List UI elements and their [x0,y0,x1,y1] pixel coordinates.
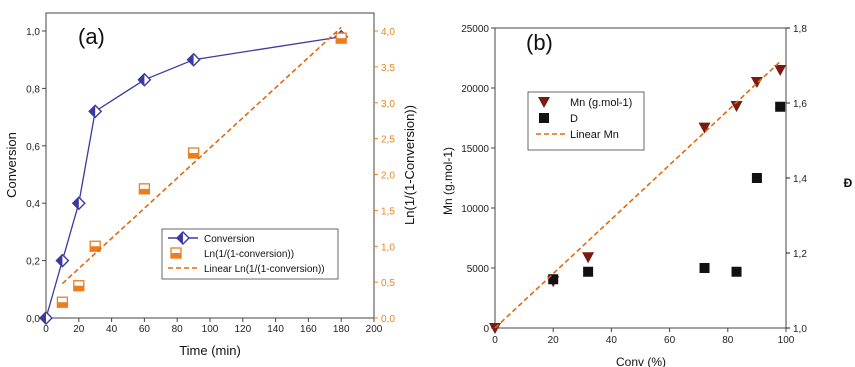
panel-a-x-tick-label: 140 [267,324,284,335]
panel-a-y-tick-label: 0,6 [26,142,40,153]
panel-b-y-tick-label: 5000 [467,264,490,275]
panel-a-x-tick-label: 60 [139,324,151,335]
panel-b-point-d [548,274,559,285]
panel-a-point-conversion-fill [40,312,46,324]
panel-a-y2-tick-label: 4,0 [381,27,395,38]
panel-b-y-tick-label: 15000 [461,144,489,155]
panel-a-point-ln-1-1-conversion-fill [57,302,68,308]
panel-a: (a) Time (min) Conversion Ln(1/(1-Conver… [4,12,417,358]
panel-b-x-axis-label: Conv (%) [616,355,666,367]
panel-b-point-mn-g-mol-1 [582,252,595,264]
panel-b-y-tick-label: 10000 [461,204,489,215]
panel-a-y-tick-label: 0,2 [26,257,40,268]
panel-b-point-d [699,263,710,273]
panel-a-y2-tick-label: 3,0 [381,99,395,110]
panel-b-y2-tick-label: 1,4 [793,174,807,185]
panel-b-x-tick-label: 40 [606,335,618,346]
panel-b-y-tick-label: 25000 [461,24,489,35]
panel-a-x-tick-label: 180 [333,324,350,335]
panel-a-point-ln-1-1-conversion-fill [188,152,199,158]
panel-b-legend-label: Mn (g.mol-1) [570,97,632,109]
panel-b-legend: Mn (g.mol-1) D Linear Mn [527,91,645,151]
panel-a-legend: Conversion Ln(1/(1-conversion)) Linear Ln(… [161,228,339,280]
panel-a-x-tick-label: 160 [300,324,317,335]
panel-b-legend-label: D [570,113,578,125]
panel-a-x-tick-label: 20 [73,324,85,335]
panel-a-label: (a) [78,24,105,49]
panel-a-y-tick-label: 1,0 [26,27,40,38]
panel-a-y2-tick-label: 1,0 [381,242,395,253]
panel-a-legend-swatch-marker-fill [171,253,181,258]
panel-a-legend-swatch-marker-fill [177,232,183,244]
panel-b-y-axis-label: Mn (g.mol-1) [441,147,455,215]
panel-a-x-tick-label: 40 [106,324,118,335]
panel-b-y2-tick-label: 1,0 [793,324,807,335]
panel-a-point-conversion-fill [56,254,63,267]
panel-b: (b) Conv (%) Mn (g.mol-1) Đ 0 20 40 60 80 100… [441,24,853,367]
panel-a-y-tick-label: 0,0 [26,314,40,325]
panel-b-x-tick-label: 20 [548,335,560,346]
panel-b-y-tick-label: 0 [483,324,489,335]
panel-b-point-mn-g-mol-1 [698,122,711,134]
panel-b-x-tick-label: 80 [722,335,734,346]
panel-b-legend-label: Linear Mn [570,129,619,141]
panel-b-label: (b) [526,30,553,55]
panel-a-point-ln-1-1-conversion-fill [336,38,347,44]
panel-a-point-conversion-fill [138,73,145,86]
panel-b-legend-swatch-marker [538,97,550,108]
panel-a-point-conversion-fill [187,53,194,66]
panel-a-y2-tick-label: 2,5 [381,135,395,146]
panel-b-point-d [731,266,742,277]
panel-a-point-ln-1-1-conversion-fill [90,246,101,252]
panel-a-point-ln-1-1-conversion-fill [73,285,84,291]
panel-a-legend-label: Ln(1/(1-conversion)) [204,249,294,260]
panel-b-point-d [775,101,786,112]
panel-a-y2-tick-label: 0,5 [381,278,395,289]
panel-a-y2-tick-label: 0,0 [381,314,395,325]
panel-a-y-tick-label: 0,4 [26,199,40,210]
panel-a-legend-label: Conversion [204,234,255,245]
panel-a-x-tick-label: 200 [366,324,383,335]
panel-a-series-linear-ln-1-1-conversion-line [61,26,342,285]
panel-a-x-axis-label: Time (min) [179,343,241,358]
panel-a-y2-tick-label: 3,5 [381,63,395,74]
panel-b-y2-tick-label: 1,8 [793,24,807,35]
panel-b-series-linear-mn-line [494,61,781,329]
panel-a-y-axis-label: Conversion [4,132,19,198]
panel-a-y2-axis-label: Ln(1/(1-Conversion)) [402,105,417,225]
panel-a-x-tick-label: 120 [234,324,251,335]
panel-a-x-tick-label: 100 [202,324,219,335]
panel-b-point-d [751,173,762,183]
panel-a-legend-label: Linear Ln(1/(1-conversion)) [204,264,325,275]
panel-a-x-tick-label: 80 [172,324,184,335]
panel-b-y2-axis-label: Đ [844,176,853,190]
panel-b-x-tick-label: 60 [664,335,676,346]
panel-b-point-mn-g-mol-1 [774,65,787,76]
panel-a-point-conversion-fill [72,197,79,210]
panel-b-y2-tick-label: 1,6 [793,99,807,110]
panel-a-y2-tick-label: 2,0 [381,171,395,182]
panel-b-point-mn-g-mol-1 [730,101,743,112]
panel-a-point-ln-1-1-conversion-fill [139,188,150,194]
panel-b-x-tick-label: 100 [778,335,795,346]
panel-b-x-tick-label: 0 [492,335,498,346]
panel-b-point-d [583,266,594,277]
panel-a-y2-tick-label: 1,5 [381,206,395,217]
panel-a-point-conversion-fill [89,105,96,118]
panel-b-legend-swatch-marker [539,113,549,123]
panel-a-x-tick-label: 0 [43,324,49,335]
panel-b-plot-frame [494,27,787,329]
panel-a-y-tick-label: 0,8 [26,84,40,95]
panel-b-y2-tick-label: 1,2 [793,249,807,260]
panel-b-y-tick-label: 20000 [461,84,489,95]
